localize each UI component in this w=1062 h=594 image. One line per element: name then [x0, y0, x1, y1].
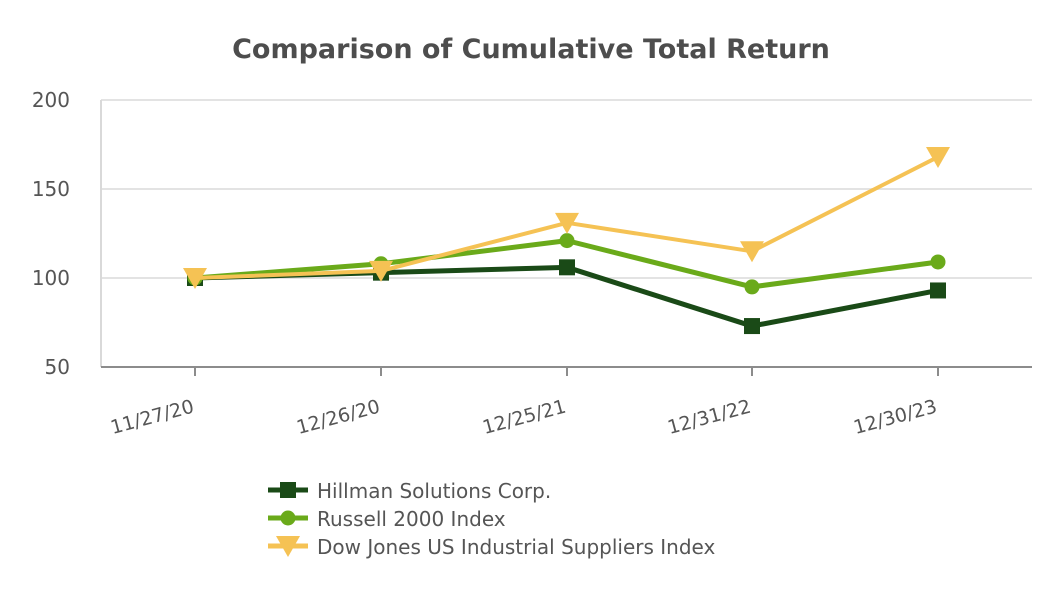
- data-point: [744, 279, 760, 295]
- data-point: [930, 282, 946, 299]
- data-point: [559, 259, 575, 276]
- series-dow-jones-us-industrial-suppliers-index: [183, 146, 950, 289]
- y-axis-ticks: 50 100 150 200: [32, 88, 70, 379]
- legend-item: Dow Jones US Industrial Suppliers Index: [268, 535, 715, 559]
- y-tick-label: 150: [32, 177, 70, 201]
- series: [183, 146, 950, 335]
- legend-label: Hillman Solutions Corp.: [317, 479, 551, 503]
- x-tick-label: 12/30/23: [851, 396, 939, 439]
- data-point: [930, 254, 946, 270]
- legend-swatch-marker: [280, 482, 296, 498]
- data-point: [559, 233, 575, 249]
- x-tick-label: 12/26/20: [294, 396, 382, 439]
- y-tick-label: 200: [32, 88, 70, 112]
- legend-label: Russell 2000 Index: [317, 507, 506, 531]
- data-point: [926, 146, 950, 168]
- legend-swatch-marker: [280, 510, 296, 526]
- data-point: [555, 212, 579, 234]
- axes: [100, 100, 1032, 376]
- x-axis-ticks: 11/27/20 12/26/20 12/25/21 12/31/22 12/30/23: [108, 396, 939, 439]
- data-point: [740, 241, 764, 263]
- x-tick-label: 12/25/21: [480, 396, 568, 439]
- x-tick-label: 12/31/22: [665, 396, 753, 439]
- y-tick-label: 100: [32, 266, 70, 290]
- x-tick-label: 11/27/20: [108, 396, 196, 439]
- legend: Hillman Solutions Corp. Russell 2000 Inde…: [268, 479, 715, 559]
- legend-item: Russell 2000 Index: [268, 507, 506, 531]
- data-point: [369, 260, 393, 282]
- legend-label: Dow Jones US Industrial Suppliers Index: [317, 535, 715, 559]
- data-point: [183, 268, 207, 289]
- chart-title: Comparison of Cumulative Total Return: [232, 34, 830, 65]
- y-tick-label: 50: [45, 355, 70, 379]
- legend-item: Hillman Solutions Corp.: [268, 479, 551, 503]
- legend-swatch-marker: [276, 536, 300, 557]
- data-point: [744, 318, 760, 335]
- grid: [101, 99, 1032, 279]
